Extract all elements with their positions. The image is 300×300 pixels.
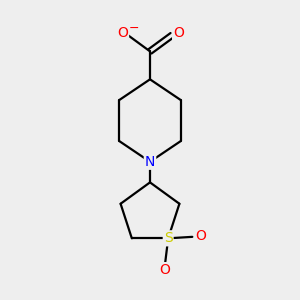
Text: N: N <box>145 155 155 169</box>
Text: −: − <box>129 22 140 35</box>
Text: O: O <box>195 229 206 243</box>
Text: O: O <box>173 26 184 40</box>
Text: O: O <box>159 263 170 277</box>
Text: O: O <box>117 26 128 40</box>
Text: S: S <box>164 231 172 245</box>
